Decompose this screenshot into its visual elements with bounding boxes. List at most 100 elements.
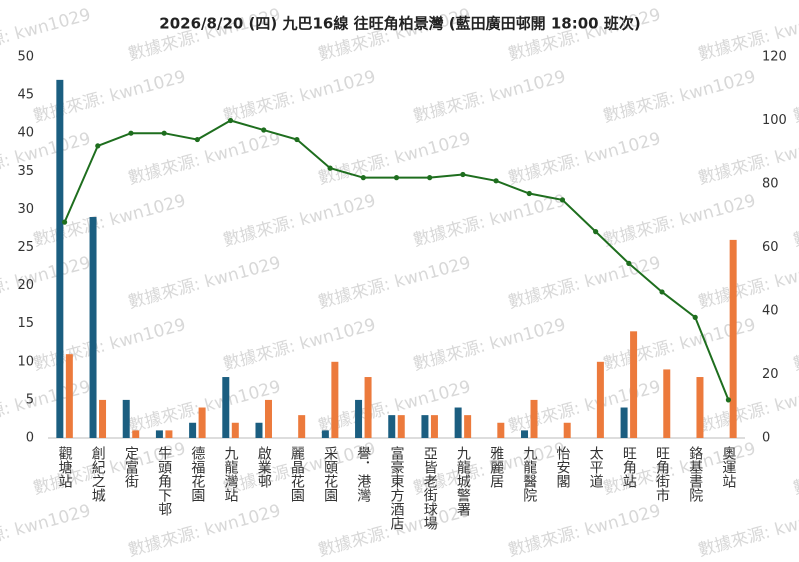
watermark: 數據來源: kwn1029 xyxy=(0,253,93,313)
x-tick-label: 九龍灣站 xyxy=(223,446,239,502)
bar xyxy=(729,239,737,438)
watermark: 數據來源: kwn1029 xyxy=(31,67,188,127)
line-marker xyxy=(95,143,101,149)
line-marker xyxy=(659,289,665,295)
watermark: 數據來源: kwn1029 xyxy=(31,191,188,251)
y-tick-label: 40 xyxy=(17,126,34,141)
y-tick-label: 30 xyxy=(17,202,34,217)
x-tick-label: 譽．港灣 xyxy=(355,446,371,502)
watermark: 數據來源: kwn1029 xyxy=(126,501,283,558)
line-marker xyxy=(261,127,267,133)
watermark: 數據來源: kwn1029 xyxy=(411,67,568,127)
watermark: 數據來源: kwn1029 xyxy=(791,191,799,251)
x-tick-label: 亞皆老街球場 xyxy=(422,446,438,530)
bar xyxy=(430,415,438,438)
y-tick-label: 25 xyxy=(17,240,34,255)
x-tick-label: 旺角站 xyxy=(621,446,637,488)
bar xyxy=(99,399,107,438)
bar xyxy=(421,415,429,438)
bar xyxy=(132,430,140,438)
bar xyxy=(122,399,130,438)
x-tick-label: 牛頭角下邨 xyxy=(156,446,172,516)
line-marker xyxy=(227,117,234,124)
x-tick-label: 德福花園 xyxy=(189,446,205,502)
bar xyxy=(321,430,329,438)
x-tick-label: 觀塘站 xyxy=(57,446,73,488)
bar xyxy=(65,354,73,438)
watermark: 數據來源: kwn1029 xyxy=(506,129,663,189)
watermark: 數據來源: kwn1029 xyxy=(0,5,93,65)
bar xyxy=(231,422,239,438)
bar xyxy=(56,79,64,439)
line-marker xyxy=(393,175,400,181)
line-marker xyxy=(692,314,698,320)
bar xyxy=(464,415,472,438)
x-tick-label: 創紀之城 xyxy=(90,446,106,503)
bar xyxy=(696,377,704,438)
line-marker xyxy=(460,171,466,178)
bar xyxy=(521,430,529,438)
bar xyxy=(630,331,638,438)
watermark: 數據來源: kwn1029 xyxy=(126,253,283,313)
watermark: 數據來源: kwn1029 xyxy=(791,439,799,499)
y-tick-label: 10 xyxy=(17,354,34,369)
line-marker xyxy=(526,190,532,197)
bar xyxy=(530,399,538,438)
line-marker xyxy=(493,178,499,184)
bar xyxy=(596,361,604,438)
x-tick-label: 麗晶花園 xyxy=(289,446,305,502)
y-tick-label: 45 xyxy=(17,88,34,103)
y2-tick-label: 40 xyxy=(762,304,779,319)
bar xyxy=(364,377,372,438)
watermark: 數據來源: kwn1029 xyxy=(0,501,93,558)
chart-title: 2026/8/20 (四) 九巴16線 往旺角柏景灣 (藍田廣田邨開 18:00… xyxy=(159,15,640,33)
watermark: 數據來源: kwn1029 xyxy=(696,253,799,313)
x-tick-label: 雅麗居 xyxy=(488,446,504,488)
y-tick-label: 15 xyxy=(17,316,34,331)
watermark: 數據來源: kwn1029 xyxy=(316,129,473,189)
bar xyxy=(663,369,671,438)
bar xyxy=(165,430,173,438)
y-tick-label: 0 xyxy=(26,431,34,446)
watermark: 數據來源: kwn1029 xyxy=(221,315,378,375)
watermark: 數據來源: kwn1029 xyxy=(316,253,473,313)
bar xyxy=(497,422,505,438)
line-marker xyxy=(593,229,599,235)
line-marker xyxy=(427,175,433,181)
bar xyxy=(89,217,97,438)
watermark: 數據來源: kwn1029 xyxy=(791,315,799,375)
line-marker xyxy=(626,260,632,266)
x-tick-label: 定富街 xyxy=(123,446,139,488)
y2-tick-label: 120 xyxy=(762,50,787,65)
line-marker xyxy=(360,175,366,181)
watermark: 數據來源: kwn1029 xyxy=(601,67,758,127)
x-tick-label: 太平道 xyxy=(588,446,604,489)
watermark: 數據來源: kwn1029 xyxy=(411,191,568,251)
line-marker xyxy=(194,136,200,143)
watermark: 數據來源: kwn1029 xyxy=(411,315,568,375)
x-tick-label: 奧運站 xyxy=(720,446,736,488)
watermark: 數據來源: kwn1029 xyxy=(696,129,799,189)
watermark: 數據來源: kwn1029 xyxy=(126,129,283,189)
bar xyxy=(397,415,405,438)
y2-tick-label: 20 xyxy=(762,367,779,382)
watermark: 數據來源: kwn1029 xyxy=(31,315,188,375)
bar xyxy=(198,407,206,438)
y2-tick-label: 80 xyxy=(762,177,779,192)
bar xyxy=(255,422,263,438)
watermark: 數據來源: kwn1029 xyxy=(696,377,799,437)
bar xyxy=(620,407,628,438)
line-marker xyxy=(61,219,68,225)
line-marker xyxy=(161,130,167,136)
x-tick-label: 旺角街市 xyxy=(654,446,670,502)
x-tick-label: 鉻基書院 xyxy=(687,446,703,503)
x-tick-label: 富豪東方酒店 xyxy=(389,445,405,530)
y2-tick-label: 60 xyxy=(762,240,779,255)
watermark: 數據來源: kwn1029 xyxy=(0,377,93,437)
x-tick-label: 怡安閣 xyxy=(554,446,570,489)
x-tick-label: 采頤花園 xyxy=(322,446,338,502)
line-marker xyxy=(128,130,134,136)
bar xyxy=(298,415,306,438)
y-tick-label: 20 xyxy=(17,278,34,293)
watermark: 數據來源: kwn1029 xyxy=(506,253,663,313)
